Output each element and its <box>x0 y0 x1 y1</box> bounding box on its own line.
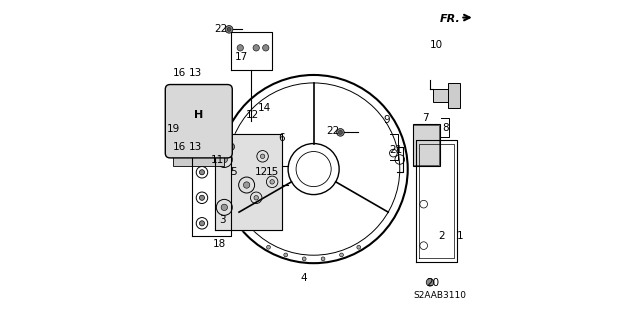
Bar <box>433 89 452 102</box>
Text: 22: 22 <box>214 24 227 34</box>
Text: 8: 8 <box>442 122 449 133</box>
Text: 11: 11 <box>211 155 224 165</box>
Bar <box>447 83 460 108</box>
Polygon shape <box>215 134 282 230</box>
Circle shape <box>221 204 227 211</box>
Text: 21: 21 <box>390 145 403 155</box>
Text: 16: 16 <box>173 142 186 152</box>
Text: S2AAB3110: S2AAB3110 <box>413 291 467 300</box>
Circle shape <box>340 253 344 257</box>
Circle shape <box>237 45 243 51</box>
Bar <box>173 153 224 166</box>
Text: 14: 14 <box>258 103 271 114</box>
Circle shape <box>227 143 234 151</box>
Circle shape <box>200 170 205 175</box>
Circle shape <box>200 195 205 200</box>
Text: 17: 17 <box>234 52 248 63</box>
Text: 7: 7 <box>422 113 429 123</box>
Circle shape <box>200 221 205 226</box>
Circle shape <box>270 180 275 184</box>
Circle shape <box>321 257 325 261</box>
Text: H: H <box>194 110 204 120</box>
Circle shape <box>426 278 434 286</box>
Text: 5: 5 <box>230 167 237 177</box>
Circle shape <box>284 253 287 257</box>
Text: 12: 12 <box>246 110 259 120</box>
Text: 2: 2 <box>438 231 445 241</box>
Text: 18: 18 <box>212 239 226 249</box>
Circle shape <box>221 156 227 163</box>
Circle shape <box>254 196 259 200</box>
Text: 16: 16 <box>173 68 186 78</box>
Circle shape <box>253 45 259 51</box>
Text: 1: 1 <box>457 231 464 241</box>
Circle shape <box>200 144 205 149</box>
Text: 10: 10 <box>430 40 443 50</box>
Text: 20: 20 <box>426 278 439 288</box>
Text: FR.: FR. <box>440 14 460 24</box>
FancyBboxPatch shape <box>165 85 232 158</box>
Text: 4: 4 <box>301 273 307 283</box>
Circle shape <box>357 245 361 249</box>
Text: 13: 13 <box>189 142 202 152</box>
Text: 13: 13 <box>189 68 202 78</box>
Text: 22: 22 <box>326 126 340 136</box>
Circle shape <box>260 154 265 159</box>
Circle shape <box>243 182 250 188</box>
Text: 9: 9 <box>384 115 390 125</box>
Text: 6: 6 <box>278 133 285 143</box>
Text: 12: 12 <box>255 167 268 177</box>
Text: 19: 19 <box>167 124 180 134</box>
Circle shape <box>262 45 269 51</box>
Text: 15: 15 <box>266 167 279 177</box>
Bar <box>413 125 438 165</box>
Circle shape <box>337 129 344 136</box>
Circle shape <box>227 27 231 31</box>
Text: 3: 3 <box>220 215 226 225</box>
Circle shape <box>339 130 342 134</box>
Bar <box>413 124 440 166</box>
Circle shape <box>302 257 306 261</box>
Circle shape <box>267 245 270 249</box>
Circle shape <box>225 26 233 33</box>
